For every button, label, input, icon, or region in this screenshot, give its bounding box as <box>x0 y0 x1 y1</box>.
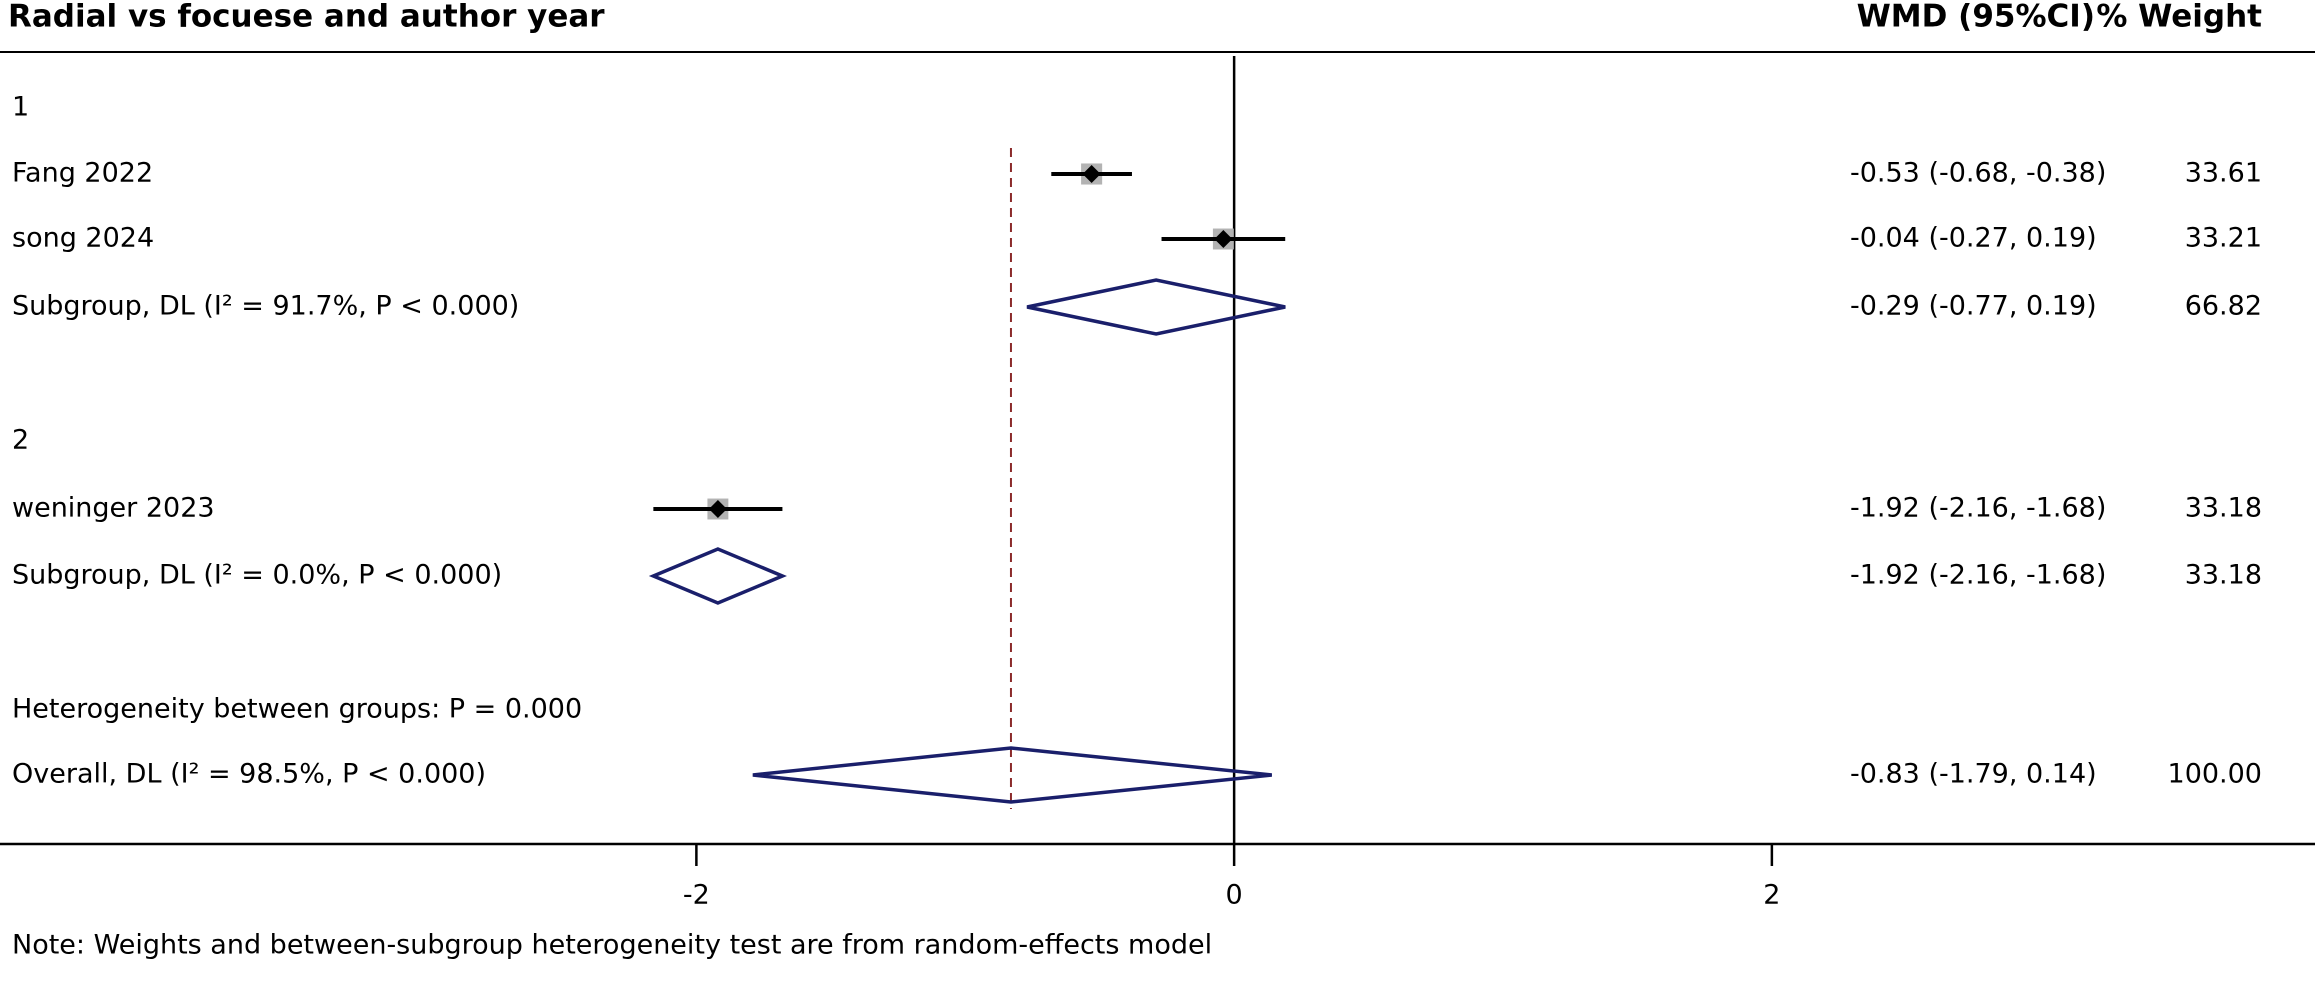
row-label: song 2024 <box>12 223 154 254</box>
diamond <box>648 547 787 605</box>
ci-label: -0.04 (-0.27, 0.19) <box>1850 223 2097 254</box>
weight-label: 33.21 <box>2185 223 2262 254</box>
weight-label: 66.82 <box>2185 291 2262 322</box>
row-label: Subgroup, DL (I² = 0.0%, P < 0.000) <box>12 560 502 591</box>
weight-label: 33.18 <box>2185 560 2262 591</box>
weight-label: 33.18 <box>2185 493 2262 524</box>
ci-label: -1.92 (-2.16, -1.68) <box>1850 493 2106 524</box>
row-label: 1 <box>12 92 29 123</box>
note: Note: Weights and between-subgroup heter… <box>12 930 1212 961</box>
ci-label: -0.83 (-1.79, 0.14) <box>1850 759 2097 790</box>
x-tick-label: -2 <box>683 880 710 911</box>
x-tick-label: 2 <box>1763 880 1780 911</box>
row-label: Heterogeneity between groups: P = 0.000 <box>12 694 582 725</box>
ci-label: -1.92 (-2.16, -1.68) <box>1850 560 2106 591</box>
point-estimate <box>708 500 727 518</box>
row-label: Fang 2022 <box>12 158 153 189</box>
row-label: Subgroup, DL (I² = 91.7%, P < 0.000) <box>12 291 519 322</box>
weight-header: % Weight <box>2096 0 2262 35</box>
diamond <box>1026 278 1286 336</box>
chart-title: Radial vs focuese and author year <box>8 0 605 35</box>
ci-label: -0.53 (-0.68, -0.38) <box>1850 158 2106 189</box>
row-label: 2 <box>12 425 29 456</box>
ci-header: WMD (95%CI) <box>1857 0 2095 35</box>
ci-label: -0.29 (-0.77, 0.19) <box>1850 291 2097 322</box>
point-estimate <box>1214 230 1233 248</box>
row-label: weninger 2023 <box>12 493 215 524</box>
weight-label: 100.00 <box>2168 759 2262 790</box>
weight-label: 33.61 <box>2185 158 2262 189</box>
point-estimate <box>1082 165 1101 183</box>
x-tick-label: 0 <box>1226 880 1243 911</box>
diamond <box>752 746 1272 804</box>
row-label: Overall, DL (I² = 98.5%, P < 0.000) <box>12 759 486 790</box>
